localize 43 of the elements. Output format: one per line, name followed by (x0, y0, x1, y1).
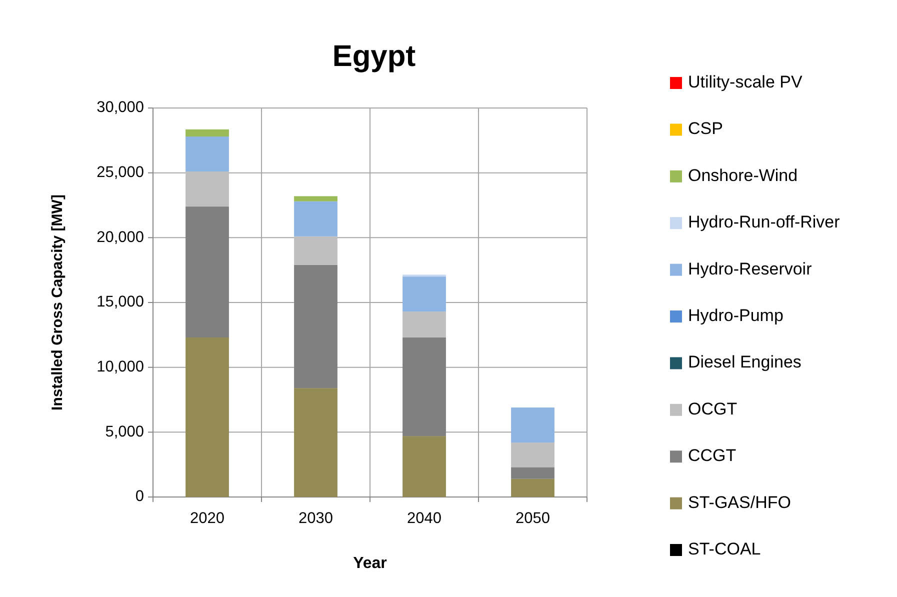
bar (511, 408, 554, 443)
bar (294, 196, 338, 202)
x-tick-label: 2030 (298, 510, 334, 527)
legend-label: Diesel Engines (688, 352, 802, 372)
x-tick-label: 2050 (516, 510, 550, 527)
y-tick-label: 25,000 (96, 164, 144, 181)
chart-title: Egypt (332, 40, 416, 73)
bar (294, 388, 338, 497)
bar (186, 129, 229, 137)
bar (402, 436, 446, 497)
bar (186, 172, 229, 207)
y-tick-label: 10,000 (96, 358, 144, 376)
bar (294, 264, 338, 388)
bar (294, 201, 338, 236)
legend-label: Hydro-Pump (688, 306, 784, 325)
legend-label: CCGT (688, 446, 736, 466)
y-tick-label: 5,000 (105, 423, 144, 440)
bar (294, 236, 338, 265)
y-tick-label: 15,000 (96, 294, 144, 311)
y-tick-label: 0 (135, 488, 144, 506)
legend-label: ST-COAL (688, 539, 761, 558)
bar (402, 338, 446, 436)
y-axis-title: Installed Gross Capacity [MW] (49, 194, 66, 410)
legend-label: CSP (688, 119, 723, 138)
legend-label: Utility-scale PV (688, 72, 803, 92)
legend-label: Hydro-Run-off-River (688, 212, 840, 232)
y-tick-label: 30,000 (96, 99, 144, 116)
bar (402, 276, 446, 312)
bar (186, 206, 229, 338)
bar (186, 136, 229, 172)
x-tick-label: 2040 (407, 510, 442, 527)
bar (511, 467, 554, 479)
x-axis-title: Year (353, 555, 387, 572)
bar (402, 312, 446, 338)
bar (511, 442, 554, 468)
legend-label: Onshore-Wind (688, 166, 798, 185)
x-tick-label: 2020 (190, 510, 225, 527)
legend-label: ST-GAS/HFO (688, 492, 791, 512)
bar (511, 478, 554, 497)
legend-label: Hydro-Reservoir (688, 259, 812, 278)
bar (186, 338, 229, 497)
legend-label: OCGT (688, 399, 738, 418)
y-tick-label: 20,000 (96, 228, 144, 246)
